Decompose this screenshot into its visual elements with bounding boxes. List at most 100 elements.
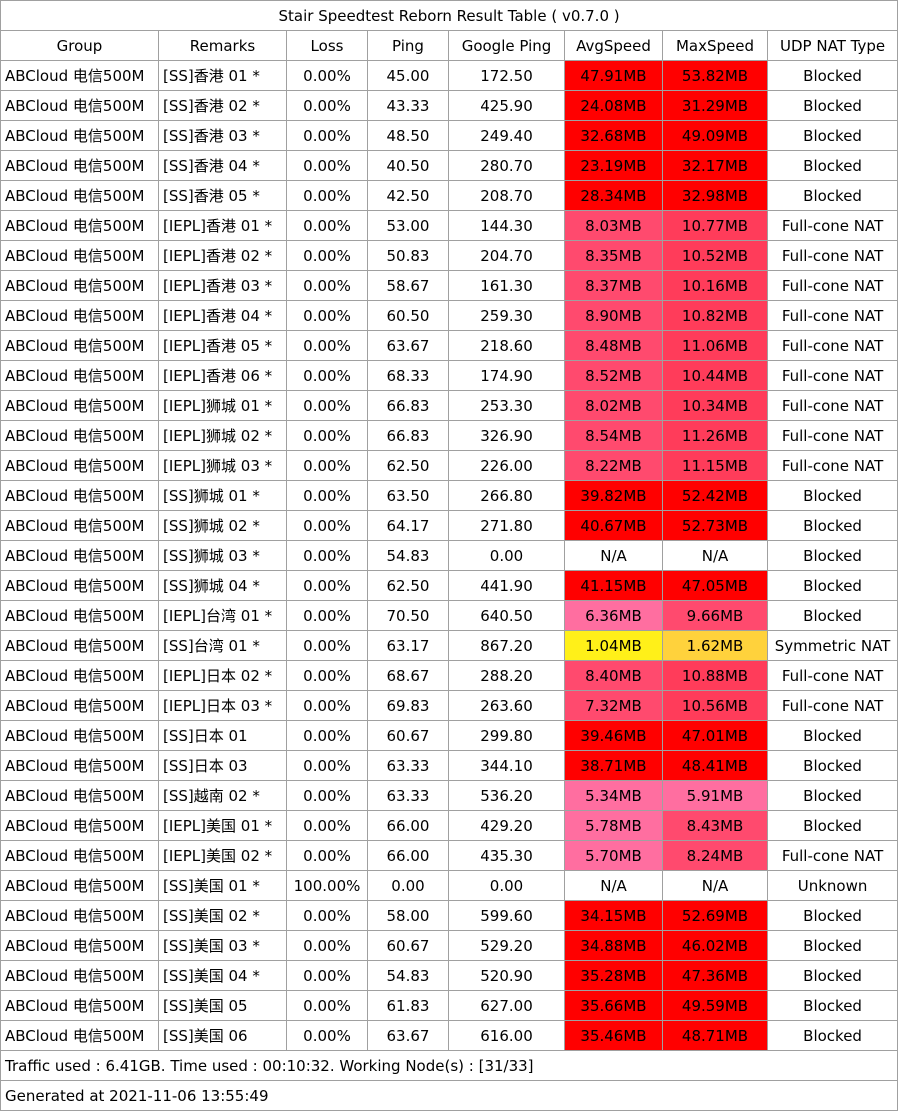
table-row: ABCloud 电信500M [SS]香港 04 * 0.00% 40.50 280.7… <box>0 150 898 181</box>
cell-nat-type: Blocked <box>766 810 898 841</box>
cell-group: ABCloud 电信500M <box>0 750 159 781</box>
cell-google-ping: 271.80 <box>448 510 565 541</box>
table-row: ABCloud 电信500M [IEPL]香港 04 * 0.00% 60.50 259… <box>0 300 898 331</box>
cell-ping: 70.50 <box>367 600 449 631</box>
table-row: ABCloud 电信500M [SS]狮城 02 * 0.00% 64.17 271.8… <box>0 510 898 541</box>
cell-loss: 0.00% <box>286 180 368 211</box>
cell-loss: 0.00% <box>286 150 368 181</box>
cell-max-speed: 31.29MB <box>662 90 768 121</box>
cell-max-speed: 49.59MB <box>662 990 768 1021</box>
cell-group: ABCloud 电信500M <box>0 510 159 541</box>
cell-google-ping: 288.20 <box>448 660 565 691</box>
table-row: ABCloud 电信500M [IEPL]台湾 01 * 0.00% 70.50 640… <box>0 600 898 631</box>
cell-ping: 63.33 <box>367 780 449 811</box>
cell-loss: 0.00% <box>286 750 368 781</box>
cell-max-speed: 11.06MB <box>662 330 768 361</box>
cell-google-ping: 174.90 <box>448 360 565 391</box>
cell-loss: 0.00% <box>286 450 368 481</box>
cell-loss: 0.00% <box>286 480 368 511</box>
cell-ping: 66.83 <box>367 390 449 421</box>
cell-max-speed: 47.05MB <box>662 570 768 601</box>
table-row: ABCloud 电信500M [SS]台湾 01 * 0.00% 63.17 867.2… <box>0 630 898 661</box>
cell-max-speed: 52.42MB <box>662 480 768 511</box>
cell-remarks: [SS]日本 03 <box>158 750 287 781</box>
cell-google-ping: 204.70 <box>448 240 565 271</box>
cell-google-ping: 344.10 <box>448 750 565 781</box>
cell-max-speed: N/A <box>662 540 768 571</box>
cell-remarks: [SS]香港 01 * <box>158 60 287 91</box>
cell-nat-type: Blocked <box>766 960 898 991</box>
cell-nat-type: Blocked <box>766 60 898 91</box>
cell-google-ping: 441.90 <box>448 570 565 601</box>
cell-group: ABCloud 电信500M <box>0 780 159 811</box>
cell-google-ping: 249.40 <box>448 120 565 151</box>
cell-remarks: [IEPL]美国 02 * <box>158 840 287 871</box>
cell-nat-type: Blocked <box>766 600 898 631</box>
cell-max-speed: 8.24MB <box>662 840 768 871</box>
cell-max-speed: 10.88MB <box>662 660 768 691</box>
cell-group: ABCloud 电信500M <box>0 270 159 301</box>
cell-nat-type: Blocked <box>766 540 898 571</box>
cell-remarks: [IEPL]香港 01 * <box>158 210 287 241</box>
cell-avg-speed: 40.67MB <box>564 510 663 541</box>
cell-nat-type: Symmetric NAT <box>766 630 898 661</box>
cell-remarks: [IEPL]日本 03 * <box>158 690 287 721</box>
cell-nat-type: Full-cone NAT <box>766 330 898 361</box>
table-row: ABCloud 电信500M [IEPL]香港 02 * 0.00% 50.83 204… <box>0 240 898 271</box>
cell-google-ping: 627.00 <box>448 990 565 1021</box>
header-max-speed: MaxSpeed <box>662 30 768 61</box>
cell-group: ABCloud 电信500M <box>0 600 159 631</box>
cell-google-ping: 218.60 <box>448 330 565 361</box>
table-row: ABCloud 电信500M [IEPL]香港 06 * 0.00% 68.33 174… <box>0 360 898 391</box>
header-group: Group <box>0 30 159 61</box>
cell-remarks: [SS]美国 02 * <box>158 900 287 931</box>
cell-ping: 64.17 <box>367 510 449 541</box>
cell-google-ping: 0.00 <box>448 870 565 901</box>
cell-nat-type: Blocked <box>766 750 898 781</box>
cell-avg-speed: 35.28MB <box>564 960 663 991</box>
cell-group: ABCloud 电信500M <box>0 870 159 901</box>
cell-avg-speed: 28.34MB <box>564 180 663 211</box>
cell-nat-type: Full-cone NAT <box>766 660 898 691</box>
cell-max-speed: 10.56MB <box>662 690 768 721</box>
cell-group: ABCloud 电信500M <box>0 480 159 511</box>
cell-loss: 0.00% <box>286 900 368 931</box>
cell-group: ABCloud 电信500M <box>0 210 159 241</box>
cell-ping: 62.50 <box>367 450 449 481</box>
table-row: ABCloud 电信500M [SS]狮城 04 * 0.00% 62.50 441.9… <box>0 570 898 601</box>
cell-avg-speed: N/A <box>564 540 663 571</box>
cell-loss: 0.00% <box>286 270 368 301</box>
cell-google-ping: 536.20 <box>448 780 565 811</box>
cell-loss: 0.00% <box>286 990 368 1021</box>
cell-group: ABCloud 电信500M <box>0 180 159 211</box>
cell-loss: 0.00% <box>286 810 368 841</box>
cell-ping: 50.83 <box>367 240 449 271</box>
cell-google-ping: 640.50 <box>448 600 565 631</box>
cell-ping: 60.50 <box>367 300 449 331</box>
cell-google-ping: 263.60 <box>448 690 565 721</box>
table-row: ABCloud 电信500M [SS]美国 02 * 0.00% 58.00 599.6… <box>0 900 898 931</box>
header-remarks: Remarks <box>158 30 287 61</box>
cell-remarks: [IEPL]香港 06 * <box>158 360 287 391</box>
cell-avg-speed: 8.02MB <box>564 390 663 421</box>
cell-group: ABCloud 电信500M <box>0 660 159 691</box>
cell-google-ping: 599.60 <box>448 900 565 931</box>
cell-nat-type: Full-cone NAT <box>766 240 898 271</box>
cell-loss: 0.00% <box>286 600 368 631</box>
cell-group: ABCloud 电信500M <box>0 120 159 151</box>
cell-ping: 68.33 <box>367 360 449 391</box>
cell-ping: 58.00 <box>367 900 449 931</box>
cell-google-ping: 259.30 <box>448 300 565 331</box>
cell-group: ABCloud 电信500M <box>0 900 159 931</box>
cell-nat-type: Blocked <box>766 990 898 1021</box>
cell-ping: 62.50 <box>367 570 449 601</box>
table-row: ABCloud 电信500M [IEPL]狮城 01 * 0.00% 66.83 253… <box>0 390 898 421</box>
cell-ping: 42.50 <box>367 180 449 211</box>
cell-nat-type: Blocked <box>766 900 898 931</box>
table-row: ABCloud 电信500M [SS]美国 01 * 100.00% 0.00 0.00… <box>0 870 898 901</box>
cell-max-speed: 32.98MB <box>662 180 768 211</box>
cell-google-ping: 0.00 <box>448 540 565 571</box>
cell-ping: 43.33 <box>367 90 449 121</box>
cell-remarks: [SS]美国 06 <box>158 1020 287 1051</box>
cell-ping: 66.00 <box>367 810 449 841</box>
